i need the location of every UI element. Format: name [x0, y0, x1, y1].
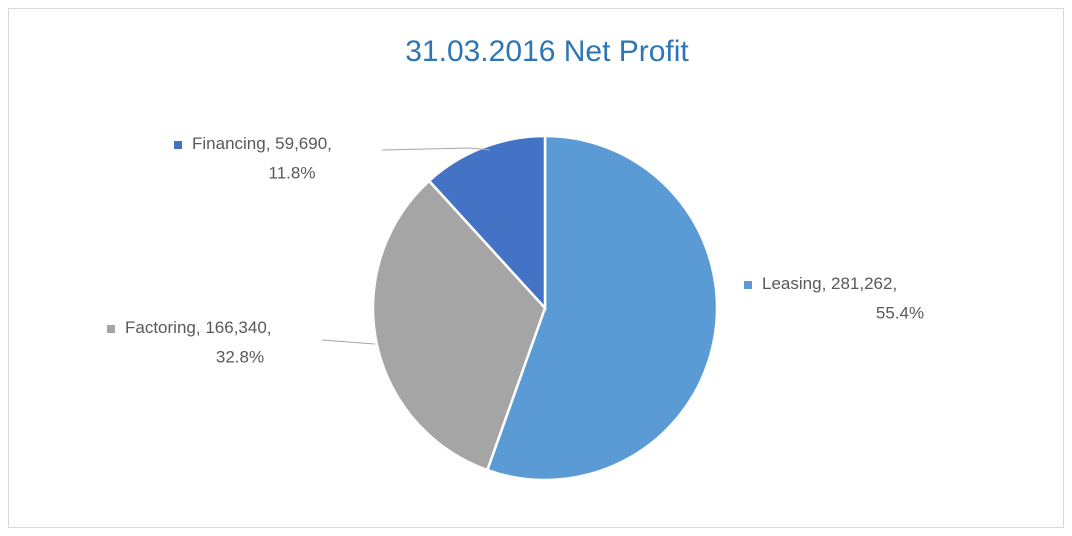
- data-label: Leasing, 281,262,: [762, 274, 897, 293]
- percent-label: 55.4%: [876, 303, 924, 322]
- value-label: 166,340: [205, 318, 266, 337]
- label-marker: [174, 141, 182, 149]
- leader-line: [321, 339, 376, 345]
- percent-label: 11.8%: [269, 163, 316, 182]
- chart-title: 31.03.2016 Net Profit: [405, 35, 689, 68]
- category-name: Financing: [192, 134, 266, 153]
- label-marker: [107, 325, 115, 333]
- data-label: Factoring, 166,340,: [125, 318, 272, 337]
- category-name: Leasing: [762, 274, 822, 293]
- leader-line: [381, 147, 491, 151]
- pie-slice: [485, 134, 719, 482]
- pie-slice: [427, 134, 547, 312]
- pie-slice: [371, 179, 547, 472]
- value-label: 59,690: [275, 134, 327, 153]
- label-marker: [744, 281, 752, 289]
- value-label: 281,262: [831, 274, 892, 293]
- category-name: Factoring: [125, 318, 196, 337]
- percent-label: 32.8%: [216, 347, 264, 366]
- data-label: Financing, 59,690,: [192, 134, 332, 153]
